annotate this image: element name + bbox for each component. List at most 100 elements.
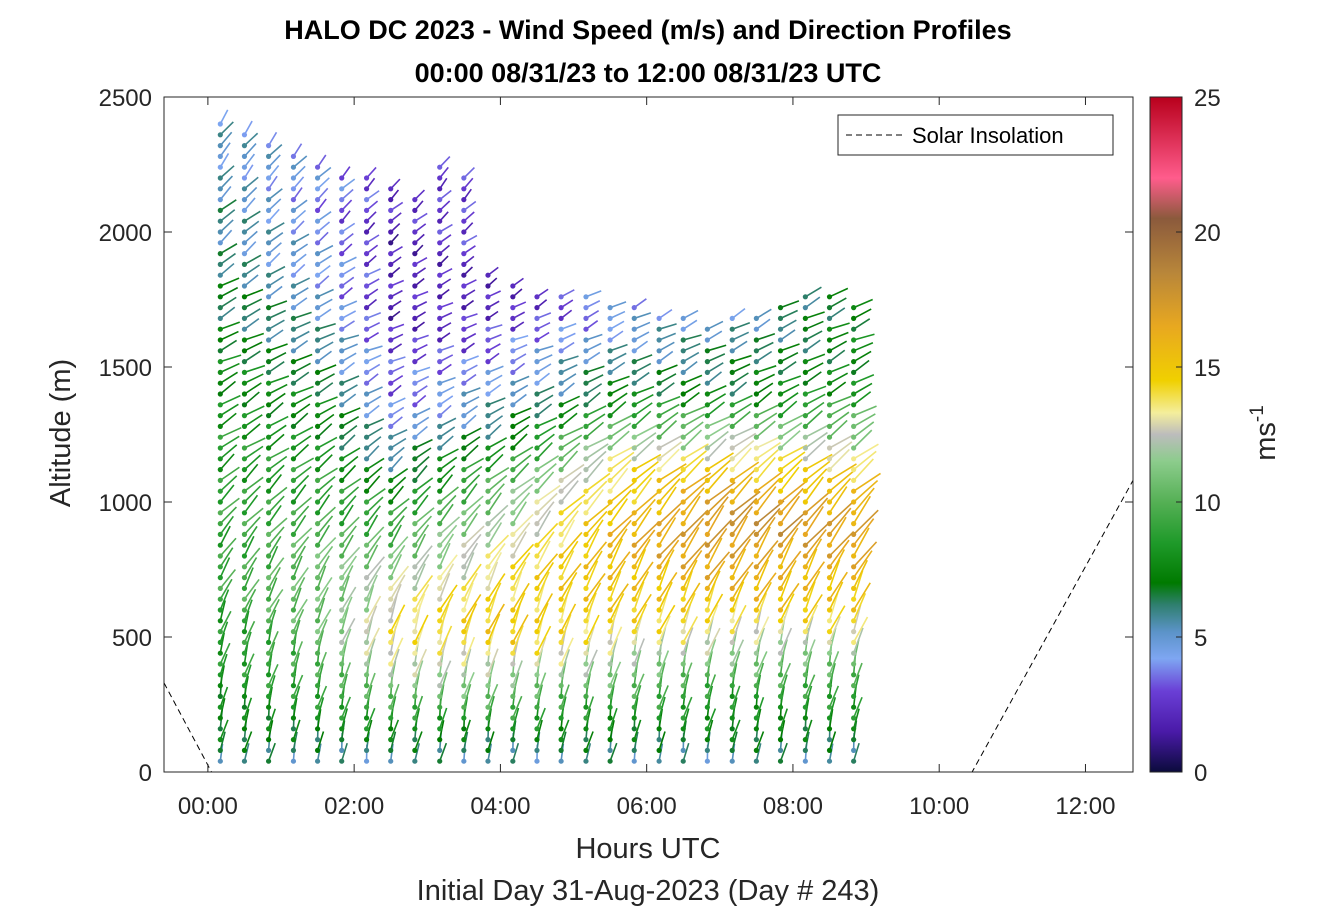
wind-barb-shaft [682, 429, 703, 449]
wind-barb-point [826, 413, 833, 419]
wind-barb-shaft [292, 536, 310, 557]
wind-barb-shaft [804, 362, 824, 374]
wind-barb-point [388, 564, 394, 570]
wind-barb-shaft [828, 539, 850, 568]
wind-barb-shaft [682, 674, 690, 697]
wind-barb-shaft [366, 427, 383, 438]
wind-barb-point [777, 391, 784, 397]
wind-barb-shaft [731, 468, 757, 492]
wind-barb-shaft [560, 493, 586, 514]
wind-barb-shaft [463, 582, 474, 611]
wind-barb-point [412, 197, 418, 203]
wind-barb-shaft [243, 507, 264, 525]
wind-barb-shaft [414, 494, 429, 514]
wind-barb-shaft [341, 375, 360, 384]
wind-barb-point [241, 229, 248, 235]
wind-barb-shaft [609, 361, 626, 374]
wind-barb-point [437, 305, 443, 311]
wind-barb-shaft [780, 451, 806, 471]
wind-barb-point [851, 737, 857, 743]
wind-barb-shaft [755, 350, 773, 363]
wind-barb-point [583, 434, 589, 440]
wind-barb-point [680, 639, 686, 646]
wind-barb-shaft [852, 582, 871, 611]
wind-barb-point [802, 359, 808, 365]
wind-barb-point [290, 164, 297, 170]
wind-barb-point [704, 596, 710, 602]
wind-barb-point [217, 704, 223, 710]
wind-barb-shaft [219, 371, 238, 384]
wind-barb-shaft [390, 515, 405, 535]
wind-barb-shaft [853, 374, 875, 384]
wind-barb-shaft [244, 288, 264, 298]
wind-barb-shaft [804, 639, 816, 665]
wind-barb-shaft [633, 538, 651, 568]
wind-barb-point [241, 456, 248, 462]
wind-barb-point [510, 715, 516, 721]
wind-barb-shaft [585, 365, 605, 374]
wind-barb-point [241, 272, 248, 278]
wind-barb-shaft [389, 683, 400, 708]
wind-barb-point [339, 639, 345, 646]
wind-barb-point [241, 650, 248, 656]
wind-barb-point [314, 704, 321, 710]
wind-barb-shaft [414, 731, 423, 751]
wind-barb-point [510, 629, 516, 635]
wind-barb-point [485, 510, 491, 516]
wind-barb-point [558, 650, 564, 656]
wind-barb-point [656, 650, 662, 656]
wind-barb-point [314, 477, 321, 483]
wind-barb-point [753, 391, 759, 397]
wind-barb-shaft [438, 542, 451, 568]
wind-barb-shaft [755, 662, 765, 686]
wind-barb-shaft [463, 648, 472, 676]
wind-barb-shaft [560, 603, 577, 632]
wind-barb-point [363, 348, 370, 354]
wind-barb-point [802, 747, 808, 754]
wind-barb-point [777, 402, 784, 408]
wind-barb-shaft [366, 496, 384, 514]
wind-barb-shaft [317, 476, 336, 492]
wind-barb-point [777, 629, 784, 635]
wind-barb-point [802, 477, 808, 483]
wind-barb-point [461, 434, 467, 440]
wind-barb-point [265, 585, 272, 592]
wind-barb-point [607, 607, 613, 613]
wind-barb-point [607, 661, 613, 667]
wind-barb-shaft [365, 627, 380, 654]
wind-barb-point [485, 650, 491, 656]
colorbar-label-base: ms [1250, 422, 1282, 461]
wind-barb-point [290, 747, 297, 754]
wind-barb-shaft [268, 455, 288, 471]
wind-barb-point [802, 510, 808, 516]
wind-barb-shaft [340, 742, 348, 762]
wind-barb-shaft [755, 559, 770, 589]
wind-barb-shaft [219, 262, 235, 276]
wind-barb-shaft [560, 637, 574, 665]
wind-barb-shaft [829, 349, 846, 363]
wind-barb-shaft [463, 414, 477, 427]
wind-barb-point [363, 672, 370, 678]
wind-barb-shaft [268, 329, 284, 341]
wind-barb-point [265, 737, 272, 743]
wind-barb-point [241, 153, 248, 159]
wind-barb-shaft [560, 731, 567, 751]
wind-barb-point [388, 197, 394, 203]
wind-barb-shaft [341, 300, 358, 309]
wind-barb-point [217, 153, 223, 159]
wind-barb-point [534, 477, 540, 483]
wind-barb-point [510, 445, 516, 451]
wind-barb-point [485, 672, 491, 678]
wind-barb-point [437, 337, 443, 343]
wind-barb-shaft [293, 457, 315, 471]
wind-barb-point [534, 380, 540, 386]
wind-barb-point [802, 488, 808, 494]
wind-barb-shaft [512, 561, 527, 589]
wind-barb-point [510, 423, 516, 429]
wind-barb-shaft [633, 571, 650, 600]
wind-barb-point [217, 391, 223, 397]
wind-barb-point [217, 229, 223, 235]
wind-barb-shaft [804, 685, 813, 708]
wind-barb-shaft [243, 197, 256, 211]
wind-barb-point [265, 413, 272, 419]
